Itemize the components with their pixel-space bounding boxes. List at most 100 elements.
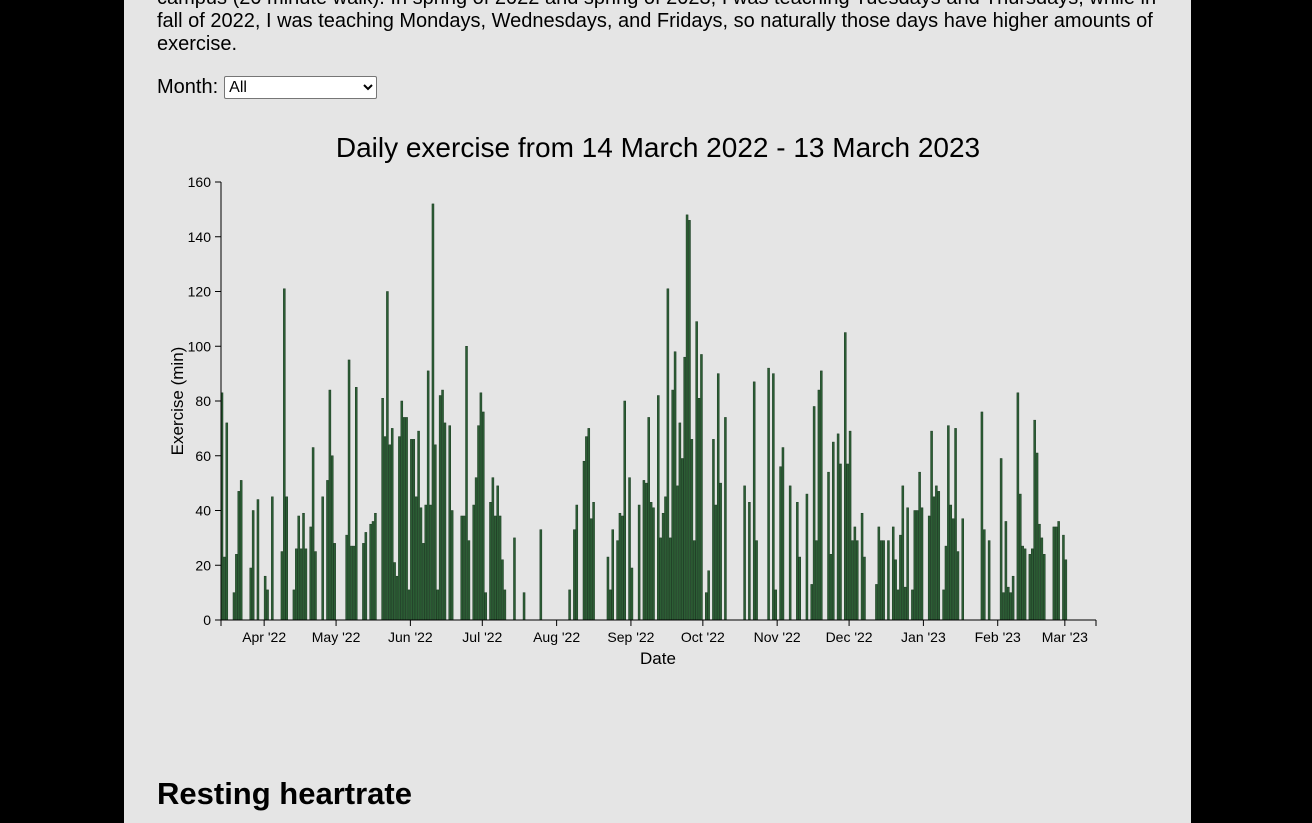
exercise-bar xyxy=(927,515,931,621)
exercise-bar xyxy=(398,436,401,621)
exercise-bar xyxy=(827,471,830,621)
exercise-bar xyxy=(673,351,677,621)
exercise-bar xyxy=(386,291,389,621)
exercise-bar xyxy=(295,548,298,621)
exercise-bar xyxy=(1052,526,1056,621)
exercise-bar xyxy=(438,395,442,621)
exercise-bar xyxy=(618,512,622,621)
exercise-bar xyxy=(642,480,646,621)
exercise-bar xyxy=(223,556,226,621)
exercise-bar xyxy=(688,220,691,621)
exercise-bar xyxy=(947,425,950,621)
exercise-bar xyxy=(846,463,849,621)
exercise-bar xyxy=(582,460,586,621)
exercise-bar xyxy=(302,512,305,621)
x-tick-label: Jul '22 xyxy=(462,629,502,645)
exercise-bar xyxy=(400,400,404,621)
exercise-bar xyxy=(266,589,269,621)
exercise-bar xyxy=(422,543,425,621)
exercise-bar xyxy=(304,548,308,621)
exercise-bar xyxy=(431,203,435,621)
intro-line-1: campus (20 minute walk). In spring of 20… xyxy=(157,0,1156,9)
exercise-bar xyxy=(796,502,799,621)
x-tick-label: Jan '23 xyxy=(901,629,946,645)
exercise-bar xyxy=(239,480,243,621)
x-axis: Apr '22 May '22 Jun '22 Jul '22 Aug '22 Sep '… xyxy=(220,619,1097,645)
y-tick-label: 20 xyxy=(195,557,211,573)
x-tick-label: Sep '22 xyxy=(607,629,654,645)
exercise-bar xyxy=(690,439,694,621)
exercise-bar xyxy=(707,570,710,621)
exercise-bar xyxy=(788,485,792,621)
exercise-bar xyxy=(832,441,835,621)
exercise-bar xyxy=(1062,534,1065,621)
exercise-bar xyxy=(503,589,507,621)
exercise-bar xyxy=(321,496,324,621)
exercise-bar xyxy=(426,370,430,621)
exercise-bar xyxy=(671,389,674,621)
exercise-bar xyxy=(630,567,634,621)
exercise-bar xyxy=(436,589,439,621)
exercise-bar xyxy=(592,502,595,621)
exercise-bar xyxy=(345,534,348,621)
exercise-bar xyxy=(482,411,485,621)
exercise-bar xyxy=(299,548,303,621)
exercise-bar xyxy=(906,507,909,621)
exercise-bar xyxy=(237,491,241,621)
exercise-bar xyxy=(393,562,396,621)
exercise-bar xyxy=(693,540,696,621)
exercise-bar xyxy=(522,592,526,621)
intro-paragraph: campus (20 minute walk). In spring of 20… xyxy=(157,0,1167,56)
exercise-bar xyxy=(331,455,334,621)
exercise-bar xyxy=(443,422,447,621)
exercise-bar xyxy=(419,507,423,621)
exercise-bar xyxy=(390,428,394,621)
exercise-bar xyxy=(949,504,953,621)
y-tick-label: 40 xyxy=(195,503,211,519)
exercise-bar xyxy=(877,526,881,621)
bars-layer xyxy=(220,203,1068,621)
exercise-bar xyxy=(448,425,451,621)
exercise-bar xyxy=(434,444,437,621)
exercise-bar xyxy=(980,411,984,621)
exercise-bar xyxy=(333,543,336,621)
exercise-bar xyxy=(1038,523,1041,621)
exercise-bar xyxy=(429,504,432,621)
exercise-bar xyxy=(424,504,428,621)
exercise-bar xyxy=(1019,493,1022,621)
exercise-bar xyxy=(388,444,392,621)
exercise-bar xyxy=(489,502,492,621)
exercise-bar xyxy=(891,526,895,621)
exercise-bar xyxy=(606,556,610,621)
exercise-bar xyxy=(479,392,483,621)
exercise-bar xyxy=(1040,537,1044,621)
exercise-bar xyxy=(954,428,957,621)
exercise-bar xyxy=(661,512,665,621)
exercise-bar xyxy=(1043,554,1046,621)
x-tick-label: Jun '22 xyxy=(388,629,433,645)
exercise-bar xyxy=(309,526,312,621)
exercise-bar xyxy=(772,373,775,621)
exercise-bar xyxy=(767,367,770,621)
exercise-bar xyxy=(805,493,809,621)
exercise-bar xyxy=(951,518,955,621)
exercise-bar xyxy=(1023,548,1027,621)
exercise-bar xyxy=(585,436,588,621)
y-tick-label: 140 xyxy=(188,229,212,245)
exercise-bar xyxy=(374,512,377,621)
exercise-bar xyxy=(781,447,785,621)
exercise-bar xyxy=(844,332,847,621)
exercise-bar xyxy=(983,529,986,621)
exercise-bar xyxy=(1064,559,1068,621)
exercise-bar xyxy=(494,515,497,621)
exercise-bar xyxy=(829,554,833,621)
exercise-bar xyxy=(942,589,945,621)
exercise-bar xyxy=(652,507,655,621)
exercise-chart: Daily exercise from 14 March 2022 - 13 M… xyxy=(124,120,1191,680)
exercise-bar xyxy=(752,381,756,621)
exercise-bar xyxy=(405,417,408,621)
y-tick-label: 160 xyxy=(188,174,212,190)
exercise-bar xyxy=(937,491,941,621)
exercise-bar xyxy=(714,504,718,621)
month-select[interactable]: All xyxy=(224,76,378,99)
